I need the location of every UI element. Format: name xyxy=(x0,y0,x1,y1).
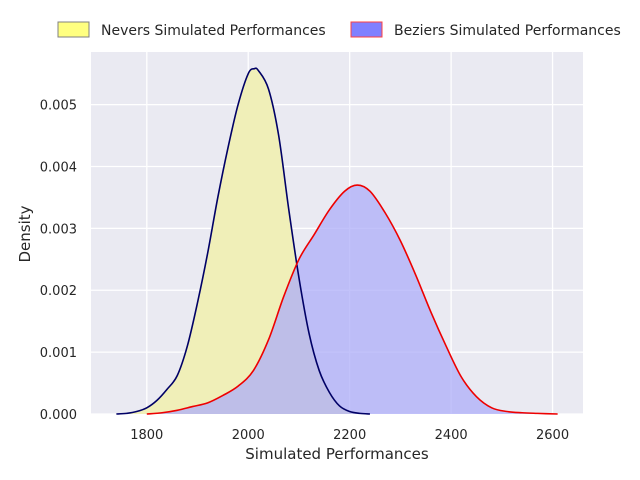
x-axis-label: Simulated Performances xyxy=(245,445,429,463)
legend: Nevers Simulated Performances Beziers Si… xyxy=(57,21,621,39)
y-axis-label: Density xyxy=(16,205,34,262)
y-tick-label: 0.003 xyxy=(40,222,77,237)
density-area-beziers xyxy=(146,185,558,414)
x-tick-label: 2000 xyxy=(232,428,265,443)
legend-swatch-nevers xyxy=(57,21,90,38)
legend-swatch-beziers xyxy=(350,21,383,38)
y-tick-labels: 0.000 0.001 0.002 0.003 0.004 0.005 xyxy=(40,99,77,423)
y-tick-label: 0.001 xyxy=(40,346,77,361)
legend-label-beziers: Beziers Simulated Performances xyxy=(394,23,621,39)
x-tick-label: 1800 xyxy=(130,428,163,443)
legend-label-nevers: Nevers Simulated Performances xyxy=(101,23,326,39)
density-line-beziers xyxy=(146,184,558,415)
x-tick-label: 2600 xyxy=(536,428,569,443)
y-tick-label: 0.004 xyxy=(40,160,77,175)
x-tick-label: 2400 xyxy=(435,428,468,443)
density-line-nevers xyxy=(116,67,371,415)
y-tick-label: 0.005 xyxy=(40,99,77,114)
y-tick-label: 0.000 xyxy=(40,408,77,423)
x-tick-label: 2200 xyxy=(333,428,366,443)
density-areas xyxy=(116,68,558,414)
x-tick-labels: 1800 2000 2200 2400 2600 xyxy=(130,428,569,443)
y-tick-label: 0.002 xyxy=(40,284,77,299)
density-lines xyxy=(116,67,558,415)
